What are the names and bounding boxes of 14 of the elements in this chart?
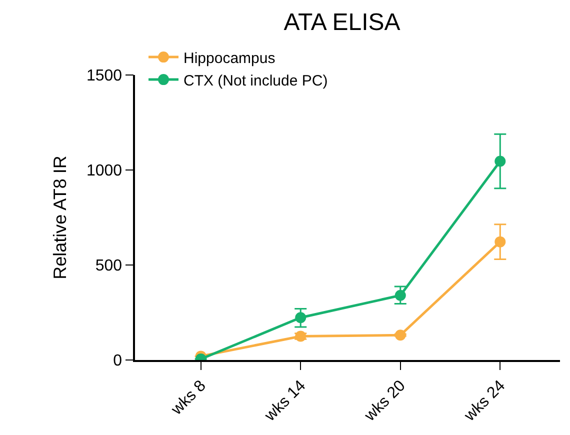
x-tick-label: wks 20 bbox=[360, 377, 409, 426]
point bbox=[494, 236, 506, 248]
x-tick-label: wks 8 bbox=[168, 377, 210, 420]
legend-label: Hippocampus bbox=[184, 50, 276, 67]
x-tick-label: wks 14 bbox=[261, 377, 310, 426]
x-tick-label: wks 24 bbox=[460, 377, 509, 426]
y-axis-title: Relative AT8 IR bbox=[50, 156, 70, 280]
y-tick-label: 1000 bbox=[86, 162, 122, 180]
y-tick-label: 1500 bbox=[86, 68, 122, 85]
legend-label: CTX (Not include PC) bbox=[184, 72, 328, 90]
chart-title: ATA ELISA bbox=[284, 8, 400, 36]
y-tick-label: 500 bbox=[95, 258, 122, 275]
point bbox=[394, 330, 406, 341]
y-tick-label: 0 bbox=[113, 352, 122, 370]
